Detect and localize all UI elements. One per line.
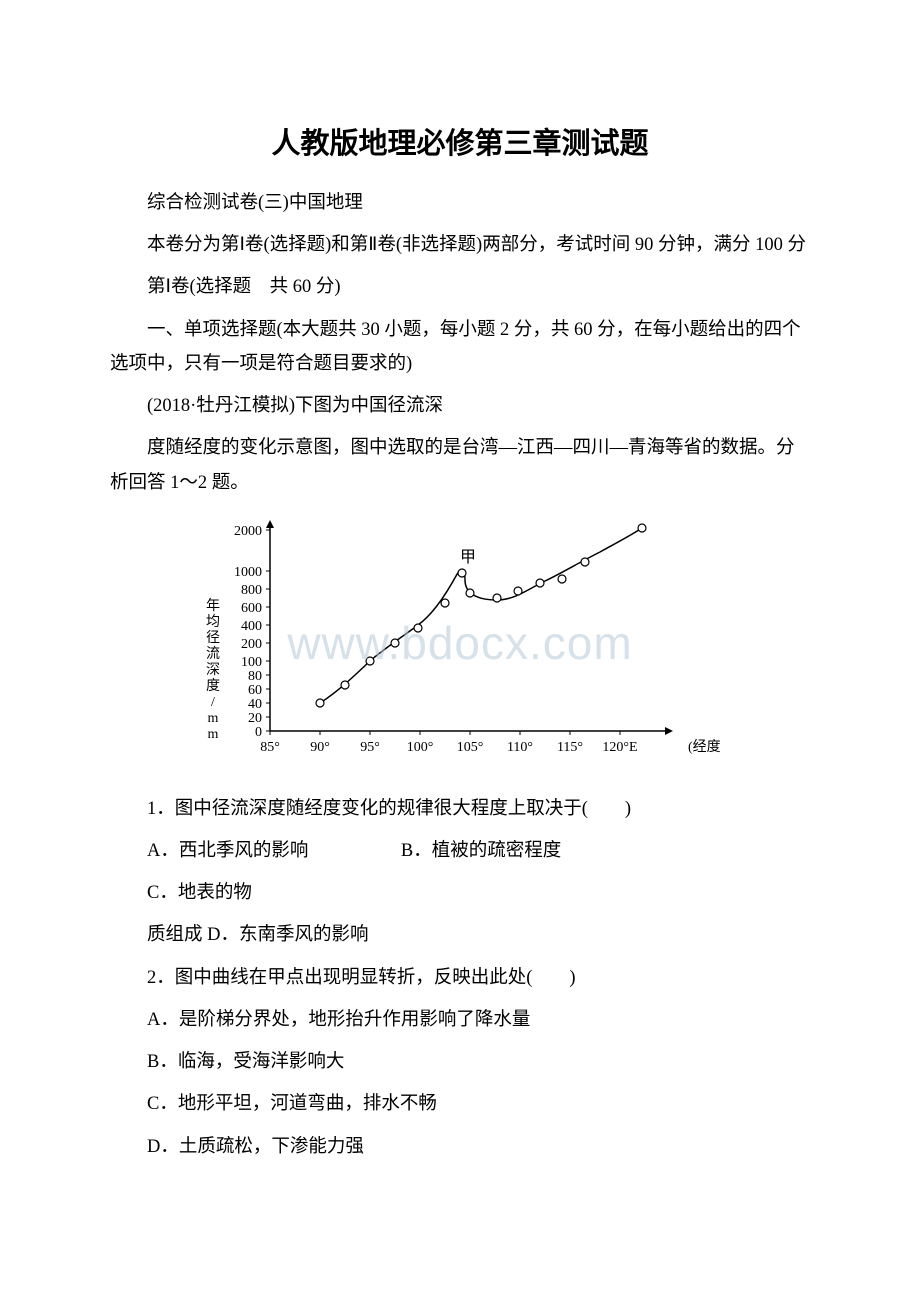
svg-text:105°: 105° [457, 740, 484, 755]
q1-opt-ab: A．西北季风的影响 B．植被的疏密程度 [110, 834, 810, 868]
svg-text:年: 年 [206, 598, 220, 614]
q2-opt-c: C．地形平坦，河道弯曲，排水不畅 [110, 1087, 810, 1121]
q1-stem: 1．图中径流深度随经度变化的规律很大程度上取决于( ) [110, 792, 810, 826]
svg-text:80: 80 [248, 669, 262, 684]
intro: 本卷分为第Ⅰ卷(选择题)和第Ⅱ卷(非选择题)两部分，考试时间 90 分钟，满分 … [110, 228, 810, 262]
chart-container: 2000100080060040020010080604020085°90°95… [110, 518, 810, 768]
svg-text:100: 100 [241, 655, 262, 670]
svg-text:100°: 100° [407, 740, 434, 755]
svg-text:400: 400 [241, 619, 262, 634]
mcq-instructions: 一、单项选择题(本大题共 30 小题，每小题 2 分，共 60 分，在每小题给出… [110, 313, 810, 381]
subtitle: 综合检测试卷(三)中国地理 [110, 186, 810, 220]
svg-text:度: 度 [206, 678, 220, 694]
svg-text:120°E: 120°E [602, 740, 637, 755]
page-title: 人教版地理必修第三章测试题 [110, 120, 810, 162]
svg-text:85°: 85° [260, 740, 280, 755]
svg-text:40: 40 [248, 697, 262, 712]
svg-text:0: 0 [255, 725, 262, 740]
svg-text:600: 600 [241, 601, 262, 616]
svg-text:60: 60 [248, 683, 262, 698]
question-source-2: 度随经度的变化示意图，图中选取的是台湾—江西—四川—青海等省的数据。分析回答 1… [110, 431, 810, 499]
svg-text:800: 800 [241, 583, 262, 598]
svg-text:115°: 115° [557, 740, 583, 755]
svg-text:甲: 甲 [460, 549, 476, 566]
svg-text:m: m [208, 727, 219, 742]
section1-heading: 第Ⅰ卷(选择题 共 60 分) [110, 270, 810, 304]
svg-text:径: 径 [206, 630, 220, 646]
runoff-chart: 2000100080060040020010080604020085°90°95… [200, 518, 720, 768]
svg-text:90°: 90° [310, 740, 330, 755]
svg-text:流: 流 [206, 646, 220, 662]
svg-text:200: 200 [241, 637, 262, 652]
q2-opt-b: B．临海，受海洋影响大 [110, 1045, 810, 1079]
svg-text:深: 深 [206, 662, 220, 678]
question-source: (2018·牡丹江模拟)下图为中国径流深 [110, 389, 810, 423]
q2-stem: 2．图中曲线在甲点出现明显转折，反映出此处( ) [110, 961, 810, 995]
q2-opt-d: D．土质疏松，下渗能力强 [110, 1130, 810, 1164]
svg-text:95°: 95° [360, 740, 380, 755]
q1-opt-c2: 质组成 D．东南季风的影响 [110, 918, 810, 952]
svg-text:1000: 1000 [234, 565, 262, 580]
svg-text:(经度): (经度) [688, 739, 720, 755]
svg-text:/: / [211, 695, 215, 710]
svg-text:20: 20 [248, 711, 262, 726]
svg-text:均: 均 [206, 614, 220, 630]
svg-text:2000: 2000 [234, 524, 262, 539]
svg-text:110°: 110° [507, 740, 533, 755]
svg-text:m: m [208, 711, 219, 726]
q1-opt-c: C．地表的物 [110, 876, 810, 910]
q2-opt-a: A．是阶梯分界处，地形抬升作用影响了降水量 [110, 1003, 810, 1037]
